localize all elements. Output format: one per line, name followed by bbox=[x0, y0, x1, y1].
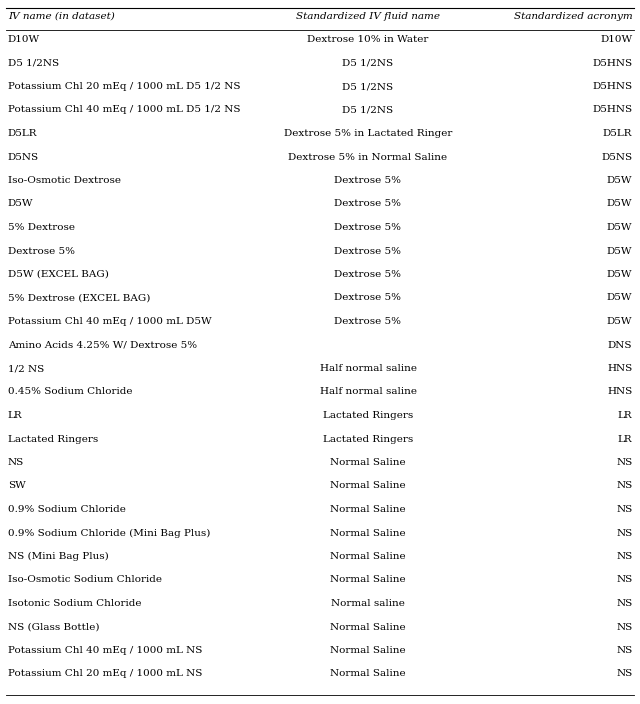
Text: Dextrose 5% in Lactated Ringer: Dextrose 5% in Lactated Ringer bbox=[284, 129, 452, 138]
Text: Normal Saline: Normal Saline bbox=[330, 552, 406, 561]
Text: D5W: D5W bbox=[607, 317, 632, 326]
Text: Potassium Chl 40 mEq / 1000 mL D5 1/2 NS: Potassium Chl 40 mEq / 1000 mL D5 1/2 NS bbox=[8, 106, 240, 115]
Text: Isotonic Sodium Chloride: Isotonic Sodium Chloride bbox=[8, 599, 141, 608]
Text: Half normal saline: Half normal saline bbox=[319, 364, 417, 373]
Text: Dextrose 5%: Dextrose 5% bbox=[335, 199, 401, 208]
Text: Dextrose 5%: Dextrose 5% bbox=[335, 317, 401, 326]
Text: Normal Saline: Normal Saline bbox=[330, 529, 406, 537]
Text: Potassium Chl 20 mEq / 1000 mL NS: Potassium Chl 20 mEq / 1000 mL NS bbox=[8, 670, 202, 679]
Text: IV name (in dataset): IV name (in dataset) bbox=[8, 12, 115, 21]
Text: D5NS: D5NS bbox=[601, 153, 632, 161]
Text: LR: LR bbox=[618, 411, 632, 420]
Text: D5W: D5W bbox=[607, 199, 632, 208]
Text: NS: NS bbox=[616, 505, 632, 514]
Text: D5HNS: D5HNS bbox=[592, 58, 632, 68]
Text: NS: NS bbox=[616, 529, 632, 537]
Text: Dextrose 5%: Dextrose 5% bbox=[335, 294, 401, 303]
Text: LR: LR bbox=[618, 434, 632, 444]
Text: 0.9% Sodium Chloride (Mini Bag Plus): 0.9% Sodium Chloride (Mini Bag Plus) bbox=[8, 529, 210, 538]
Text: D5NS: D5NS bbox=[8, 153, 39, 161]
Text: Standardized IV fluid name: Standardized IV fluid name bbox=[296, 12, 440, 21]
Text: D5W: D5W bbox=[607, 176, 632, 185]
Text: NS: NS bbox=[616, 575, 632, 584]
Text: LR: LR bbox=[8, 411, 22, 420]
Text: D10W: D10W bbox=[8, 35, 40, 44]
Text: NS: NS bbox=[616, 646, 632, 655]
Text: D5LR: D5LR bbox=[603, 129, 632, 138]
Text: 5% Dextrose: 5% Dextrose bbox=[8, 223, 75, 232]
Text: Dextrose 5%: Dextrose 5% bbox=[335, 246, 401, 256]
Text: NS (Mini Bag Plus): NS (Mini Bag Plus) bbox=[8, 552, 108, 561]
Text: Normal Saline: Normal Saline bbox=[330, 458, 406, 467]
Text: D5 1/2NS: D5 1/2NS bbox=[342, 82, 394, 91]
Text: D10W: D10W bbox=[600, 35, 632, 44]
Text: HNS: HNS bbox=[607, 387, 632, 396]
Text: Normal Saline: Normal Saline bbox=[330, 646, 406, 655]
Text: Dextrose 5%: Dextrose 5% bbox=[335, 176, 401, 185]
Text: NS: NS bbox=[616, 670, 632, 679]
Text: D5 1/2NS: D5 1/2NS bbox=[342, 58, 394, 68]
Text: D5 1/2NS: D5 1/2NS bbox=[342, 106, 394, 115]
Text: Normal Saline: Normal Saline bbox=[330, 622, 406, 631]
Text: Potassium Chl 20 mEq / 1000 mL D5 1/2 NS: Potassium Chl 20 mEq / 1000 mL D5 1/2 NS bbox=[8, 82, 240, 91]
Text: 1/2 NS: 1/2 NS bbox=[8, 364, 44, 373]
Text: 0.9% Sodium Chloride: 0.9% Sodium Chloride bbox=[8, 505, 125, 514]
Text: NS: NS bbox=[616, 552, 632, 561]
Text: NS: NS bbox=[8, 458, 24, 467]
Text: D5HNS: D5HNS bbox=[592, 82, 632, 91]
Text: Normal Saline: Normal Saline bbox=[330, 505, 406, 514]
Text: NS: NS bbox=[616, 622, 632, 631]
Text: D5W: D5W bbox=[607, 270, 632, 279]
Text: NS: NS bbox=[616, 482, 632, 491]
Text: D5W: D5W bbox=[607, 294, 632, 303]
Text: Half normal saline: Half normal saline bbox=[319, 387, 417, 396]
Text: Lactated Ringers: Lactated Ringers bbox=[323, 434, 413, 444]
Text: Iso-Osmotic Sodium Chloride: Iso-Osmotic Sodium Chloride bbox=[8, 575, 162, 584]
Text: D5LR: D5LR bbox=[8, 129, 37, 138]
Text: 5% Dextrose (EXCEL BAG): 5% Dextrose (EXCEL BAG) bbox=[8, 294, 150, 303]
Text: HNS: HNS bbox=[607, 364, 632, 373]
Text: Dextrose 5%: Dextrose 5% bbox=[8, 246, 75, 256]
Text: D5W: D5W bbox=[8, 199, 33, 208]
Text: Dextrose 5%: Dextrose 5% bbox=[335, 223, 401, 232]
Text: NS (Glass Bottle): NS (Glass Bottle) bbox=[8, 622, 99, 631]
Text: Amino Acids 4.25% W/ Dextrose 5%: Amino Acids 4.25% W/ Dextrose 5% bbox=[8, 341, 197, 349]
Text: D5W: D5W bbox=[607, 246, 632, 256]
Text: 0.45% Sodium Chloride: 0.45% Sodium Chloride bbox=[8, 387, 132, 396]
Text: Normal Saline: Normal Saline bbox=[330, 670, 406, 679]
Text: D5HNS: D5HNS bbox=[592, 106, 632, 115]
Text: Lactated Ringers: Lactated Ringers bbox=[8, 434, 98, 444]
Text: Dextrose 5% in Normal Saline: Dextrose 5% in Normal Saline bbox=[289, 153, 447, 161]
Text: SW: SW bbox=[8, 482, 26, 491]
Text: D5W (EXCEL BAG): D5W (EXCEL BAG) bbox=[8, 270, 109, 279]
Text: Normal Saline: Normal Saline bbox=[330, 482, 406, 491]
Text: Standardized acronym: Standardized acronym bbox=[513, 12, 632, 21]
Text: D5W: D5W bbox=[607, 223, 632, 232]
Text: D5 1/2NS: D5 1/2NS bbox=[8, 58, 59, 68]
Text: Dextrose 10% in Water: Dextrose 10% in Water bbox=[307, 35, 429, 44]
Text: Normal saline: Normal saline bbox=[331, 599, 405, 608]
Text: NS: NS bbox=[616, 458, 632, 467]
Text: Iso-Osmotic Dextrose: Iso-Osmotic Dextrose bbox=[8, 176, 121, 185]
Text: DNS: DNS bbox=[608, 341, 632, 349]
Text: Potassium Chl 40 mEq / 1000 mL D5W: Potassium Chl 40 mEq / 1000 mL D5W bbox=[8, 317, 211, 326]
Text: Potassium Chl 40 mEq / 1000 mL NS: Potassium Chl 40 mEq / 1000 mL NS bbox=[8, 646, 202, 655]
Text: Dextrose 5%: Dextrose 5% bbox=[335, 270, 401, 279]
Text: Normal Saline: Normal Saline bbox=[330, 575, 406, 584]
Text: NS: NS bbox=[616, 599, 632, 608]
Text: Lactated Ringers: Lactated Ringers bbox=[323, 411, 413, 420]
